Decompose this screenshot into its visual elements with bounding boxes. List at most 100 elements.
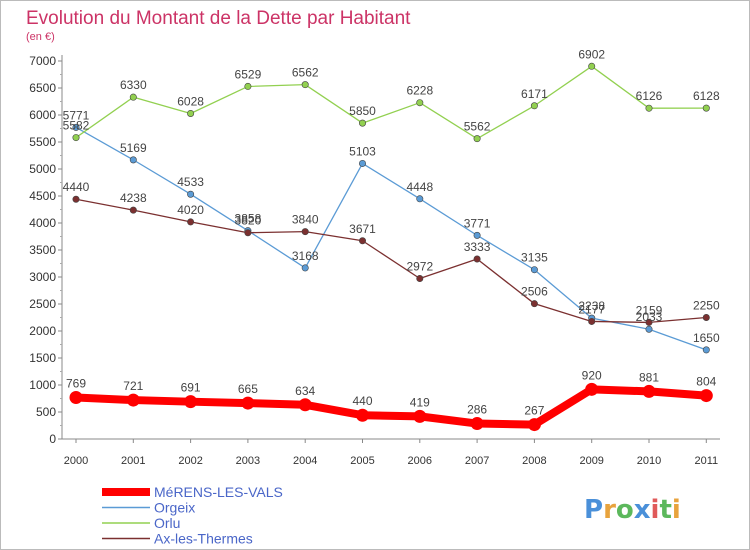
data-label: 3135 bbox=[521, 251, 548, 265]
data-label: 5850 bbox=[349, 104, 376, 118]
data-point bbox=[241, 396, 255, 410]
data-label: 3168 bbox=[292, 249, 319, 263]
x-tick-label: 2000 bbox=[64, 455, 88, 467]
data-point bbox=[301, 228, 309, 236]
series-line bbox=[75, 65, 707, 140]
data-point bbox=[588, 317, 596, 325]
data-label: 4533 bbox=[177, 175, 204, 189]
data-label: 4020 bbox=[177, 203, 204, 217]
data-label: 1650 bbox=[693, 331, 720, 345]
x-tick-label: 2008 bbox=[522, 455, 546, 467]
data-point bbox=[473, 231, 481, 239]
data-point bbox=[187, 109, 195, 117]
logo-wordmark: Proxiti bbox=[584, 495, 681, 525]
data-label: 419 bbox=[410, 395, 430, 409]
x-tick-label: 2003 bbox=[236, 455, 260, 467]
data-label: 267 bbox=[524, 404, 544, 418]
data-label: 2159 bbox=[636, 303, 663, 317]
logo-letter: i bbox=[651, 495, 660, 525]
series-line bbox=[75, 126, 707, 351]
proxiti-logo: Proxiti bbox=[584, 495, 681, 525]
data-label: 3858 bbox=[235, 212, 262, 226]
data-point bbox=[530, 300, 538, 308]
logo-letter: x bbox=[634, 495, 651, 525]
x-tick-label: 2001 bbox=[121, 455, 145, 467]
x-tick-label: 2006 bbox=[408, 455, 432, 467]
data-label: 4238 bbox=[120, 191, 147, 205]
x-tick-label: 2002 bbox=[178, 455, 202, 467]
data-label: 4440 bbox=[63, 180, 90, 194]
data-label: 6171 bbox=[521, 87, 548, 101]
series-layer bbox=[69, 62, 713, 432]
data-point bbox=[645, 104, 653, 112]
y-tick-label: 3500 bbox=[29, 243, 56, 257]
data-point bbox=[358, 159, 366, 167]
data-point bbox=[72, 195, 80, 203]
data-point bbox=[416, 275, 424, 283]
data-point bbox=[527, 418, 541, 432]
data-point bbox=[588, 62, 596, 70]
data-label: 6562 bbox=[292, 66, 319, 80]
data-point bbox=[642, 384, 656, 398]
data-label: 721 bbox=[123, 379, 143, 393]
data-point bbox=[69, 390, 83, 404]
data-label: 2177 bbox=[578, 302, 605, 316]
data-point bbox=[129, 206, 137, 214]
data-label: 2506 bbox=[521, 285, 548, 299]
data-label: 5771 bbox=[63, 108, 90, 122]
data-point bbox=[358, 237, 366, 245]
y-tick-label: 4000 bbox=[29, 216, 56, 230]
y-tick-label: 0 bbox=[49, 432, 56, 446]
data-label: 2972 bbox=[406, 260, 433, 274]
logo-letter: r bbox=[603, 495, 616, 525]
y-tick-label: 6000 bbox=[29, 108, 56, 122]
data-point bbox=[702, 313, 710, 321]
y-tick-label: 1000 bbox=[29, 378, 56, 392]
data-point bbox=[645, 325, 653, 333]
data-label: 6126 bbox=[636, 89, 663, 103]
chart-subtitle: (en €) bbox=[26, 31, 55, 43]
legend-label: Orlu bbox=[154, 515, 180, 531]
data-label: 6028 bbox=[177, 94, 204, 108]
data-point bbox=[187, 218, 195, 226]
data-labels: 5771 5169 4533 3858 3168 5103 4448 3771 3135 2238… bbox=[63, 47, 720, 417]
y-tick-label: 5000 bbox=[29, 162, 56, 176]
data-point bbox=[473, 255, 481, 263]
data-point bbox=[129, 156, 137, 164]
data-point bbox=[702, 346, 710, 354]
data-point bbox=[530, 102, 538, 110]
logo-letter: P bbox=[584, 495, 603, 525]
data-point bbox=[470, 417, 484, 431]
series-line bbox=[75, 198, 707, 324]
y-tick-label: 7000 bbox=[29, 54, 56, 68]
data-point bbox=[416, 99, 424, 107]
data-label: 3771 bbox=[464, 216, 491, 230]
y-tick-label: 1500 bbox=[29, 351, 56, 365]
data-point bbox=[702, 104, 710, 112]
series-line bbox=[72, 385, 711, 429]
data-label: 804 bbox=[696, 375, 716, 389]
data-label: 5103 bbox=[349, 144, 376, 158]
data-label: 769 bbox=[66, 376, 86, 390]
data-label: 5562 bbox=[464, 120, 491, 134]
logo-letter: o bbox=[616, 495, 634, 525]
data-point bbox=[301, 81, 309, 89]
y-tick-label: 500 bbox=[36, 405, 56, 419]
logo-letter: i bbox=[672, 495, 681, 525]
legend-label: MéRENS-LES-VALS bbox=[154, 484, 283, 500]
data-point bbox=[530, 266, 538, 274]
y-tick-label: 3000 bbox=[29, 270, 56, 284]
data-point bbox=[184, 395, 198, 409]
data-point bbox=[129, 93, 137, 101]
x-tick-label: 2004 bbox=[293, 455, 317, 467]
x-tick-label: 2009 bbox=[579, 455, 603, 467]
data-label: 920 bbox=[582, 368, 602, 382]
data-label: 6128 bbox=[693, 89, 720, 103]
y-tick-label: 2000 bbox=[29, 324, 56, 338]
data-label: 440 bbox=[352, 394, 372, 408]
data-label: 2250 bbox=[693, 299, 720, 313]
data-point bbox=[244, 82, 252, 90]
data-point bbox=[301, 264, 309, 272]
